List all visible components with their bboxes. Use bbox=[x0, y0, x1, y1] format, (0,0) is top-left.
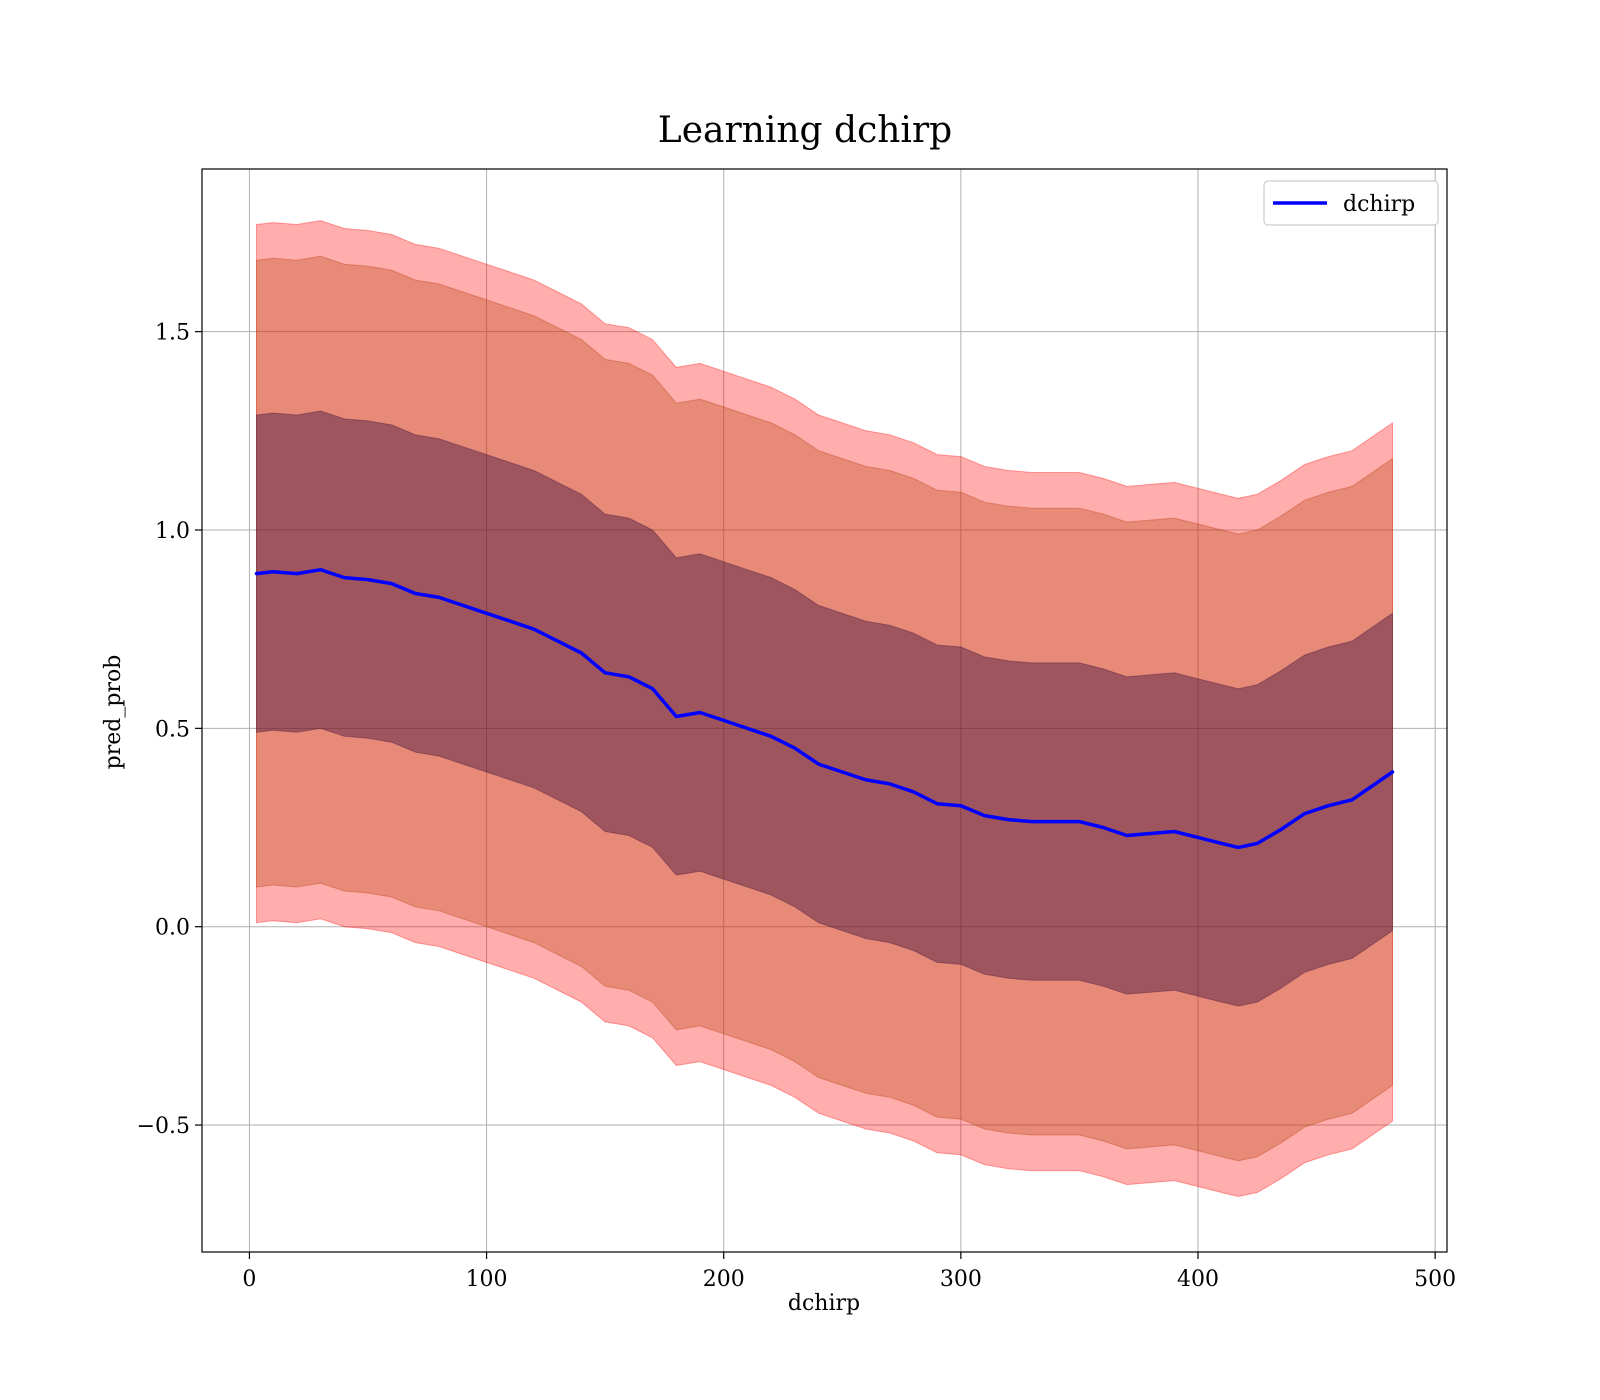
y-ticks: −0.5 0.0 0.5 1.0 1.5 bbox=[137, 321, 202, 1139]
grid bbox=[202, 169, 1447, 1252]
plot-frame bbox=[201, 168, 1448, 1253]
x-ticks: 0 100 200 300 400 500 bbox=[242, 1252, 1456, 1292]
y-axis-label: pred_prob bbox=[101, 655, 126, 770]
confidence-bands bbox=[256, 220, 1393, 1198]
y-tick-label: −0.5 bbox=[137, 1114, 190, 1139]
x-tick-label: 0 bbox=[242, 1267, 256, 1292]
y-tick-label: 0.5 bbox=[155, 717, 190, 742]
band-outer bbox=[256, 220, 1393, 1198]
series-line-dchirp bbox=[254, 567, 1395, 850]
series-lines bbox=[254, 567, 1395, 850]
x-tick-label: 300 bbox=[940, 1267, 982, 1292]
legend-box bbox=[1263, 180, 1439, 226]
y-tick-label: 0.0 bbox=[155, 916, 190, 941]
x-tick-label: 100 bbox=[466, 1267, 508, 1292]
legend-label-dchirp: dchirp bbox=[1343, 192, 1415, 217]
chart-title: Learning dchirp bbox=[658, 110, 952, 151]
x-tick-label: 400 bbox=[1177, 1267, 1219, 1292]
band-inner bbox=[256, 410, 1393, 1007]
y-tick-label: 1.0 bbox=[155, 519, 190, 544]
x-tick-label: 200 bbox=[703, 1267, 745, 1292]
legend: dchirp bbox=[1263, 180, 1439, 226]
x-axis-label: dchirp bbox=[788, 1291, 860, 1316]
y-tick-label: 1.5 bbox=[155, 321, 190, 346]
x-tick-label: 500 bbox=[1414, 1267, 1456, 1292]
band-middle bbox=[256, 255, 1393, 1162]
